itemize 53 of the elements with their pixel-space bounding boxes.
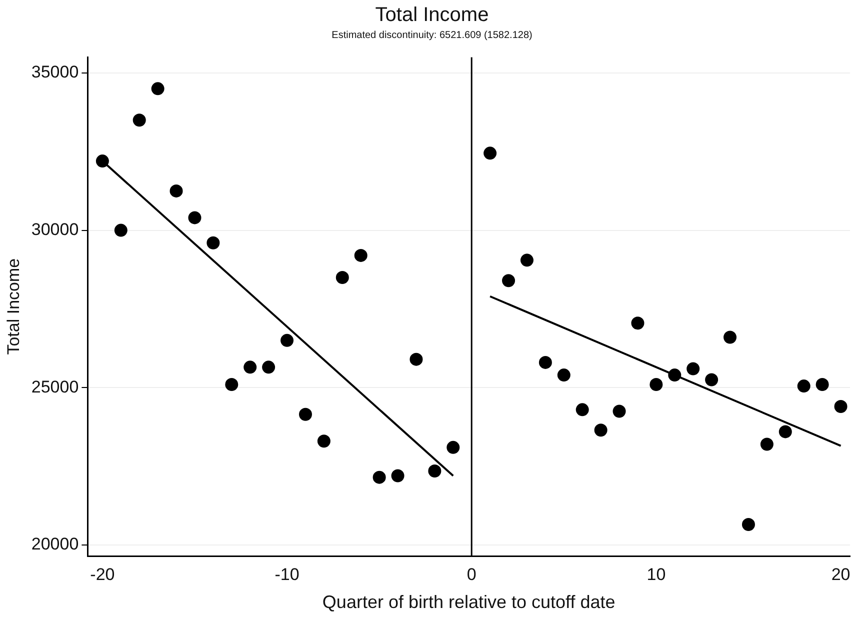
point bbox=[576, 403, 589, 416]
point bbox=[742, 518, 755, 532]
point bbox=[760, 438, 774, 451]
point bbox=[96, 154, 109, 168]
chart-subtitle: Estimated discontinuity: 6521.609 (1582.128) bbox=[330, 30, 534, 41]
point bbox=[797, 380, 810, 393]
point bbox=[280, 334, 294, 347]
x-tick-label: -20 bbox=[90, 564, 115, 584]
point bbox=[686, 362, 700, 376]
point bbox=[668, 368, 682, 382]
point bbox=[317, 434, 330, 448]
point bbox=[594, 424, 608, 437]
point bbox=[170, 184, 183, 198]
point bbox=[391, 469, 404, 482]
x-tick-label: 10 bbox=[646, 564, 666, 584]
y-tick-label: 35000 bbox=[31, 62, 79, 82]
point bbox=[372, 470, 386, 484]
point bbox=[225, 378, 238, 391]
point bbox=[151, 82, 164, 96]
point bbox=[520, 254, 534, 267]
y-tick-label: 30000 bbox=[31, 220, 79, 239]
x-axis-title: Quarter of birth relative to cutoff date bbox=[322, 592, 616, 612]
point bbox=[206, 236, 220, 250]
y-tick-label: 20000 bbox=[31, 534, 79, 554]
point bbox=[132, 114, 146, 127]
point bbox=[446, 440, 460, 454]
point bbox=[428, 464, 442, 478]
point bbox=[502, 274, 516, 288]
point bbox=[538, 356, 552, 369]
point bbox=[298, 408, 312, 421]
y-axis-title: Total Income bbox=[4, 258, 23, 355]
point bbox=[705, 373, 718, 386]
x-tick-label: -10 bbox=[274, 564, 300, 584]
point bbox=[336, 270, 349, 284]
point bbox=[557, 368, 570, 382]
point bbox=[188, 211, 202, 224]
point bbox=[650, 378, 663, 391]
point bbox=[410, 352, 423, 366]
y-tick-label: 25000 bbox=[31, 377, 79, 396]
point bbox=[612, 404, 626, 418]
chart-title: Total Income bbox=[374, 4, 490, 27]
point bbox=[778, 425, 792, 438]
point bbox=[114, 224, 128, 237]
point bbox=[724, 330, 737, 344]
point bbox=[816, 378, 829, 391]
x-tick-label: 20 bbox=[831, 564, 850, 584]
point bbox=[244, 360, 257, 374]
point bbox=[631, 316, 644, 330]
point bbox=[262, 360, 276, 374]
point bbox=[354, 248, 368, 262]
x-tick-label: 0 bbox=[466, 564, 476, 584]
point bbox=[484, 146, 497, 160]
point bbox=[834, 400, 848, 414]
